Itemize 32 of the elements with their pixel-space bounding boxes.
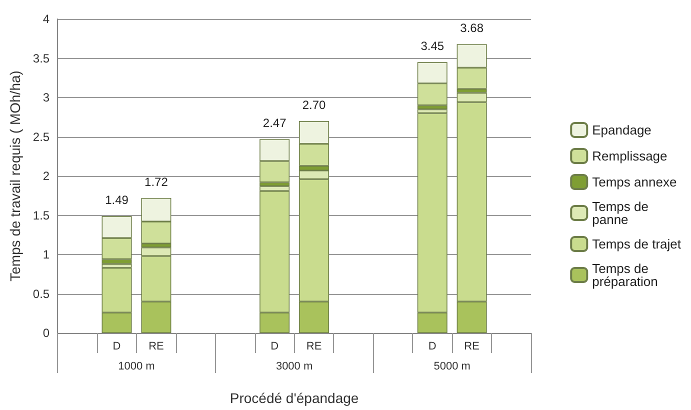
x-tick-label: RE	[306, 340, 322, 352]
legend-label: Temps de trajet	[592, 236, 682, 252]
x-axis-title: Procédé d'épandage	[230, 390, 359, 406]
total-label: 3.68	[460, 21, 484, 36]
text: 1000 m	[118, 360, 155, 372]
y-tick-label: 2	[42, 169, 50, 183]
x-tick-label: RE	[464, 340, 480, 352]
x-tick-label: D	[270, 340, 279, 352]
legend-label: Temps annexe	[592, 174, 677, 190]
total-label: 1.72	[144, 174, 168, 189]
x-tick-label: RE	[148, 340, 164, 352]
legend-label: Temps de panne	[592, 199, 652, 227]
y-tick-label: 3	[42, 90, 50, 104]
y-tick-label: 2.5	[32, 130, 50, 144]
legend-label: Epandage	[592, 122, 652, 138]
total-label: 2.70	[302, 98, 326, 112]
y-axis-title: Temps de travail requis ( MOh/ha)	[7, 70, 23, 282]
x-tick-label: D	[428, 340, 436, 352]
y-tick-label: 1.5	[32, 208, 50, 222]
total-label: 1.49	[105, 193, 129, 208]
y-tick-label: 1	[42, 248, 50, 262]
x-tick-label: D	[112, 340, 121, 352]
y-tick-label: 0.5	[32, 286, 50, 301]
total-label: 2.47	[262, 116, 287, 130]
y-tick-label: 4	[42, 12, 50, 26]
total-label: 3.45	[420, 39, 444, 54]
text: 3000 m	[276, 360, 313, 372]
legend-label: Remplissage	[592, 148, 668, 164]
text: 5000 m	[434, 360, 470, 372]
legend-label: Temps de préparation	[592, 261, 658, 289]
y-tick-label: 0	[42, 326, 50, 340]
y-tick-label: 3.5	[32, 51, 50, 66]
